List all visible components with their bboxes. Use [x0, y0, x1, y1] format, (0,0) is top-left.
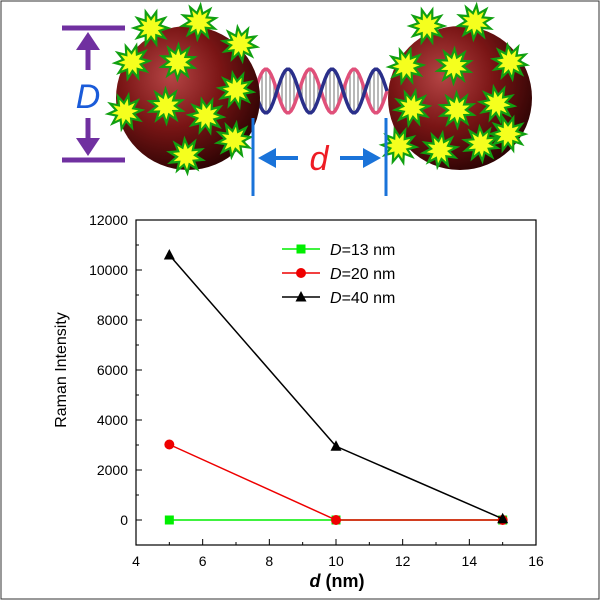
raman-reporter-star	[104, 91, 146, 133]
raman-reporter-stars	[104, 1, 531, 177]
distance-arrowhead-left	[258, 148, 276, 168]
raman-reporter-star	[158, 41, 198, 83]
distance-arrowhead-right	[363, 148, 381, 168]
y-tick-label: 6000	[97, 362, 128, 378]
legend: D=13 nmD=20 nmD=40 nm	[282, 242, 395, 307]
raman-reporter-star	[437, 89, 477, 131]
nanoparticle-dimer-diagram: D d	[62, 1, 532, 196]
diameter-arrowhead-down	[76, 138, 100, 156]
legend-item: D=13 nm	[282, 242, 395, 259]
raman-reporter-star	[487, 114, 529, 154]
dna-strand-navy	[253, 67, 389, 115]
raman-reporter-star	[391, 87, 433, 129]
raman-intensity-chart: 4 6 8 10 12 14 16 020004000600080001000012000 …	[53, 212, 544, 591]
diameter-arrowhead-up	[76, 32, 100, 50]
raman-reporter-star	[219, 23, 261, 65]
raman-reporter-star	[185, 96, 227, 136]
raman-reporter-star	[434, 45, 474, 87]
x-tick-label: 4	[132, 553, 140, 569]
series-2	[163, 249, 509, 524]
distance-label: d	[310, 140, 330, 178]
legend-label-symbol: D	[330, 290, 342, 307]
legend-label: D=40 nm	[330, 290, 395, 307]
raman-reporter-star	[178, 1, 220, 43]
x-tick-label: 12	[395, 553, 411, 569]
series-1	[164, 439, 508, 525]
raman-reporter-star	[111, 42, 153, 82]
data-point	[164, 515, 174, 525]
legend-label: D=20 nm	[330, 266, 395, 283]
data-point	[330, 440, 342, 451]
data-point	[331, 515, 341, 525]
diameter-label: D	[76, 78, 101, 116]
x-axis-ticks: 4 6 8 10 12 14 16	[132, 539, 544, 569]
series-line	[168, 443, 503, 521]
legend-item: D=40 nm	[282, 290, 395, 307]
legend-marker	[296, 244, 306, 254]
dna-helix	[253, 67, 389, 115]
y-axis-ticks: 0 2000 4000 6000 8000 10000 12000	[89, 212, 142, 528]
x-tick-label: 8	[265, 553, 273, 569]
x-tick-label: 16	[528, 553, 544, 569]
raman-reporter-star	[166, 135, 206, 177]
y-tick-label: 0	[120, 512, 128, 528]
legend-label-symbol: D	[330, 242, 342, 259]
data-point	[163, 249, 175, 260]
raman-reporter-star	[378, 126, 420, 166]
x-tick-label: 6	[199, 553, 207, 569]
distance-annotation: d	[251, 118, 388, 196]
legend-label: D=13 nm	[330, 242, 395, 259]
raman-reporter-star	[406, 6, 448, 46]
diameter-annotation: D	[62, 25, 125, 163]
y-tick-label: 8000	[97, 312, 128, 328]
raman-reporter-star	[130, 8, 172, 48]
x-tick-label: 14	[462, 553, 478, 569]
raman-reporter-star	[146, 85, 186, 127]
x-axis-label: d (nm)	[310, 571, 365, 591]
x-axis-label-unit: (nm)	[321, 571, 365, 591]
series-layer	[163, 249, 509, 525]
y-tick-label: 4000	[97, 412, 128, 428]
raman-reporter-star	[476, 83, 518, 125]
raman-reporter-star	[454, 1, 496, 43]
raman-reporter-star	[385, 46, 427, 86]
data-point	[497, 512, 509, 524]
x-axis-label-symbol: d	[310, 571, 322, 591]
y-tick-label: 10000	[89, 262, 128, 278]
raman-reporter-star	[215, 69, 257, 111]
x-tick-label: 10	[328, 553, 344, 569]
legend-label-symbol: D	[330, 266, 342, 283]
legend-label-value: =13 nm	[342, 242, 396, 259]
data-point	[164, 439, 175, 450]
legend-label-value: =40 nm	[342, 290, 396, 307]
raman-reporter-star	[419, 129, 461, 171]
legend-marker	[295, 291, 307, 302]
raman-reporter-star	[213, 119, 255, 161]
raman-reporter-star	[461, 123, 501, 165]
legend-marker	[296, 268, 306, 278]
legend-item: D=20 nm	[282, 266, 395, 283]
raman-reporter-star	[489, 41, 531, 83]
y-tick-label: 12000	[89, 212, 128, 228]
legend-label-value: =20 nm	[342, 266, 396, 283]
y-axis-label: Raman Intensity	[53, 312, 70, 428]
y-tick-label: 2000	[97, 462, 128, 478]
